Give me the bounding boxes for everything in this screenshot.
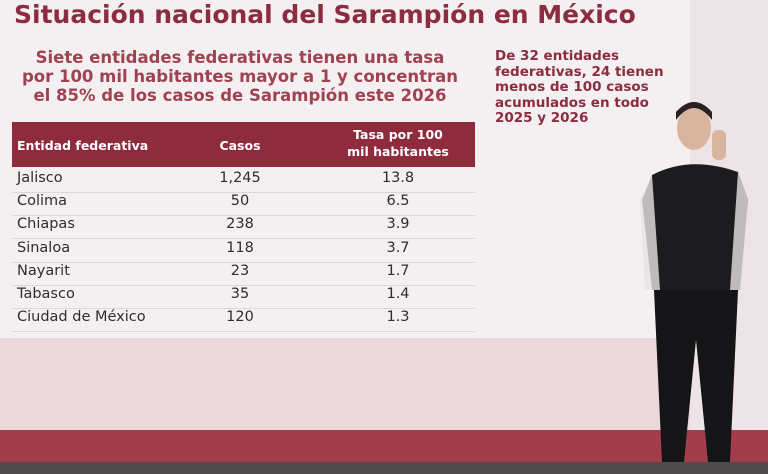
table-cell: 118 bbox=[226, 239, 254, 256]
header-cell: Entidad federativa bbox=[17, 138, 149, 153]
speaker bbox=[640, 102, 748, 462]
table-cell: 1.3 bbox=[386, 309, 410, 326]
stage-band bbox=[0, 430, 768, 462]
table-cell: 1.7 bbox=[386, 262, 410, 279]
table-cell: 120 bbox=[226, 309, 254, 326]
table-header bbox=[12, 122, 475, 167]
table-cell: 1,245 bbox=[219, 170, 261, 186]
row-divider bbox=[12, 215, 475, 217]
subtitle-line: Siete entidades federativas tienen una t… bbox=[35, 48, 445, 67]
table-cell: Colima bbox=[17, 193, 68, 210]
table-cell: Sinaloa bbox=[17, 239, 71, 256]
table-cell: 35 bbox=[230, 286, 250, 302]
table-cell: 13.8 bbox=[381, 170, 415, 186]
side-note-line: De 32 entidades bbox=[495, 48, 620, 64]
table-cell: 238 bbox=[226, 216, 254, 233]
table-cell: Tabasco bbox=[17, 286, 75, 302]
side-note-line: federativas, 24 tienen bbox=[495, 63, 664, 80]
table-cell: Ciudad de México bbox=[17, 309, 146, 326]
screen-band bbox=[0, 338, 768, 430]
table-cell: 3.7 bbox=[386, 239, 410, 256]
side-note-line: acumulados en todo bbox=[495, 94, 649, 111]
side-note-line: 2025 y 2026 bbox=[495, 110, 589, 126]
row-divider bbox=[12, 192, 475, 193]
row-divider bbox=[12, 238, 475, 240]
table-cell: Chiapas bbox=[17, 216, 75, 233]
row-divider bbox=[12, 261, 475, 263]
table-cell: 1.4 bbox=[386, 286, 410, 302]
title: Situación nacional del Sarampión en Méxi… bbox=[14, 0, 636, 29]
floor bbox=[0, 462, 768, 474]
row-divider bbox=[12, 331, 475, 333]
table-cell: 23 bbox=[230, 262, 250, 279]
subtitle-line: por 100 mil habitantes mayor a 1 y conce… bbox=[21, 67, 459, 86]
table-cell: Nayarit bbox=[17, 262, 70, 279]
table-cell: 6.5 bbox=[386, 193, 410, 210]
subtitle-line: el 85% de los casos de Sarampión este 20… bbox=[33, 86, 447, 105]
row-divider bbox=[12, 284, 475, 286]
header-cell: Casos bbox=[219, 138, 261, 153]
row-divider bbox=[12, 308, 475, 309]
header-cell: Tasa por 100 mil habitantes bbox=[347, 127, 449, 159]
table-cell: Jalisco bbox=[17, 170, 63, 186]
table-cell: 50 bbox=[230, 193, 250, 210]
table-cell: 3.9 bbox=[386, 216, 410, 233]
side-note-line: menos de 100 casos bbox=[495, 79, 649, 95]
